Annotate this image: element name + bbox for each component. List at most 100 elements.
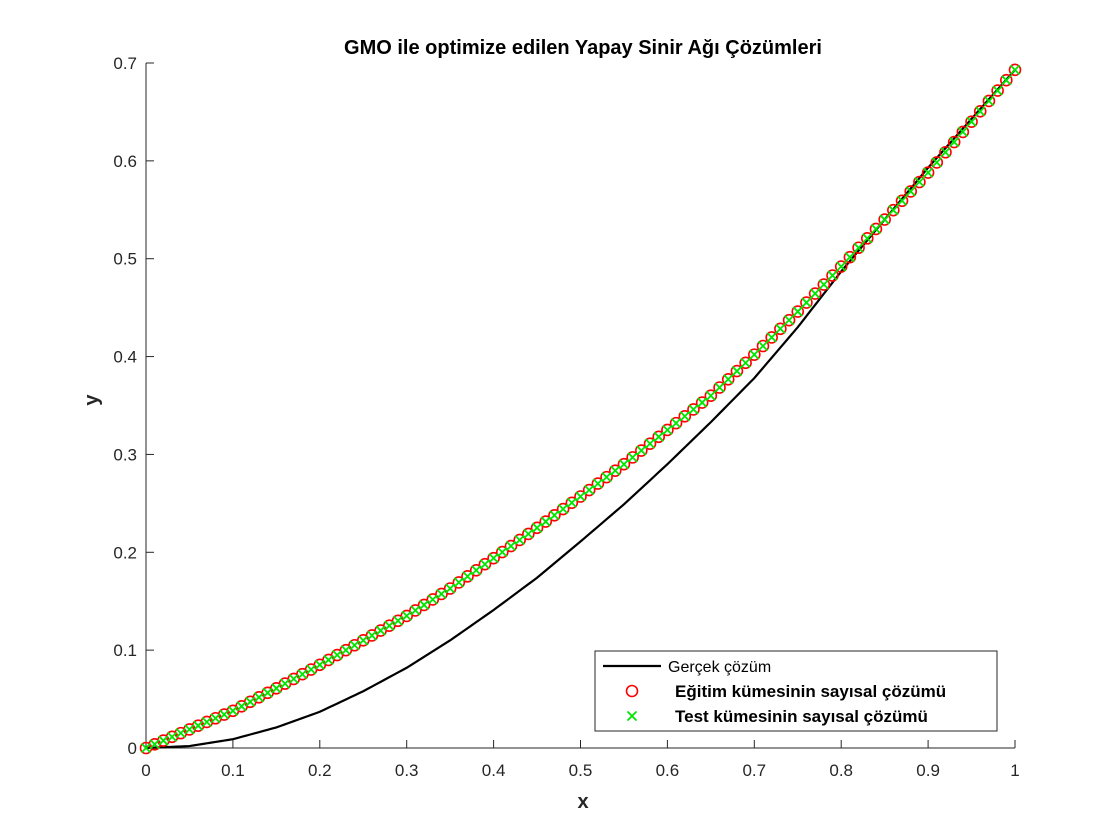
training-point-marker [956, 125, 970, 139]
training-point-marker [504, 539, 518, 553]
y-tick-label: 0.1 [113, 641, 137, 660]
test-point-marker [557, 503, 569, 515]
test-point-marker [627, 452, 638, 463]
training-point-marker [495, 545, 509, 559]
test-point-marker [836, 261, 847, 272]
training-point-marker [635, 444, 648, 457]
training-point-marker [800, 296, 813, 309]
test-point-marker [714, 382, 725, 393]
test-point-marker [757, 340, 769, 352]
training-point-marker [713, 381, 726, 394]
training-point-marker [887, 203, 900, 217]
test-point-marker [844, 252, 856, 263]
training-point-marker [704, 389, 718, 403]
test-point-marker [549, 510, 560, 521]
chart-title: GMO ile optimize edilen Yapay Sinir Ağı … [344, 37, 822, 59]
training-point-marker [443, 582, 457, 595]
test-point-marker [879, 214, 890, 225]
test-point-marker [392, 615, 404, 626]
training-point-marker [913, 175, 926, 189]
training-point-marker [478, 557, 492, 571]
test-point-marker [592, 478, 604, 489]
test-point-marker [436, 588, 447, 600]
test-point-marker [505, 540, 517, 552]
test-point-marker [271, 683, 282, 694]
test-point-marker [966, 116, 977, 127]
test-point-marker [462, 571, 473, 582]
test-point-marker [792, 306, 803, 317]
x-tick-label: 0 [141, 761, 150, 780]
test-point-marker [497, 546, 508, 558]
test-point-marker [940, 147, 951, 158]
test-point-marker [688, 404, 699, 415]
training-point-marker [930, 156, 944, 169]
plot-area: 0 0.1 0.2 0.3 0.4 0.5 0.6 0.7 0.8 0.9 1 0 0.1 0.2 0.3 0… [113, 54, 1022, 780]
test-point-marker [201, 716, 212, 728]
legend-swatch-x [626, 710, 638, 722]
test-point-marker [401, 610, 412, 622]
training-point-marker [417, 598, 431, 612]
training-point-marker [539, 515, 553, 528]
training-point-marker [765, 331, 778, 344]
test-point-marker [540, 516, 551, 527]
y-tick-label: 0.2 [113, 543, 137, 562]
test-point-marker [775, 323, 786, 334]
training-point-marker [774, 322, 787, 336]
test-point-marker [297, 669, 308, 680]
test-point-marker [193, 720, 204, 731]
training-point-marker [947, 135, 961, 149]
test-point-marker [740, 357, 751, 368]
legend-swatch-circle [625, 684, 639, 698]
training-point-marker [643, 437, 657, 450]
test-point-marker [1009, 64, 1021, 75]
test-point-marker [949, 136, 960, 148]
training-point-marker [878, 213, 891, 226]
test-point-marker [523, 528, 534, 540]
test-point-marker [731, 365, 743, 377]
training-point-marker [1008, 63, 1022, 77]
training-point-marker [469, 563, 483, 577]
test-point-marker [288, 673, 299, 685]
test-point-marker [809, 288, 821, 299]
training-point-marker [608, 464, 622, 477]
training-point-marker [965, 115, 978, 129]
test-point-marker [140, 742, 152, 754]
test-point-marker [705, 390, 716, 401]
training-point-marker [652, 430, 666, 444]
test-point-marker [766, 332, 777, 343]
test-point-marker [471, 565, 482, 576]
test-point-marker [166, 731, 178, 742]
x-tick-label: 0.5 [569, 761, 593, 780]
test-point-marker [801, 297, 812, 308]
test-point-marker [236, 701, 247, 712]
test-point-marker [896, 195, 908, 206]
y-tick-label: 0.6 [113, 152, 137, 171]
legend: Gerçek çözüm Eğitim kümesinin sayısal çöz… [594, 650, 998, 732]
test-point-marker [279, 678, 291, 689]
test-point-marker [610, 465, 621, 476]
training-point-marker [730, 364, 744, 378]
test-point-marker [566, 497, 577, 508]
training-point-marker [860, 232, 874, 245]
test-point-marker [957, 126, 968, 138]
test-point-marker [375, 625, 386, 636]
training-point-marker [695, 396, 709, 409]
legend-label: Eğitim kümesinin sayısal çözümü [675, 682, 946, 701]
training-point-marker [834, 260, 848, 273]
test-point-marker [862, 233, 873, 244]
training-point-marker [939, 145, 952, 159]
test-point-marker [227, 705, 239, 716]
test-point-marker [479, 559, 491, 570]
training-point-marker [982, 94, 996, 108]
training-point-marker [400, 609, 414, 623]
legend-label: Test kümesinin sayısal çözümü [675, 707, 928, 726]
x-tick-label: 0.3 [395, 761, 419, 780]
test-point-marker [931, 157, 942, 168]
training-point-marker [574, 490, 587, 503]
x-tick-label: 0.8 [829, 761, 853, 780]
training-point-marker [426, 593, 440, 606]
test-point-marker [905, 186, 916, 197]
test-point-marker [262, 687, 273, 698]
training-point-marker [678, 409, 692, 423]
training-point-marker [843, 250, 857, 264]
